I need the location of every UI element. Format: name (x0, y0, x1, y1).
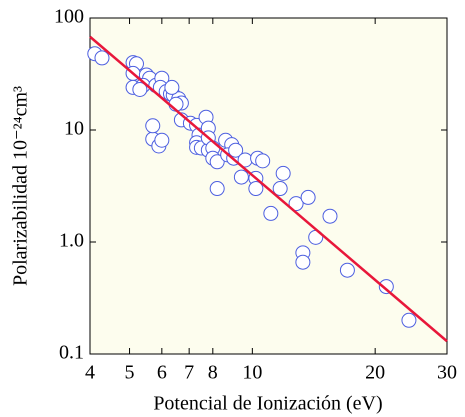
x-tick-label: 20 (365, 362, 385, 384)
data-point (275, 165, 291, 181)
data-point (145, 118, 161, 134)
x-tick-label: 7 (184, 362, 194, 384)
data-point (154, 132, 170, 148)
data-point (295, 254, 311, 270)
data-point (94, 50, 110, 66)
y-tick-label: 0.1 (59, 342, 84, 364)
x-tick-label: 8 (208, 362, 218, 384)
x-tick-label: 6 (157, 362, 167, 384)
data-point (322, 208, 338, 224)
data-point (248, 181, 264, 197)
x-tick-label: 4 (85, 362, 95, 384)
y-tick-label: 100 (54, 6, 84, 28)
x-tick-label: 10 (242, 362, 262, 384)
data-point (339, 262, 355, 278)
x-tick-label: 30 (437, 362, 457, 384)
data-point (209, 154, 225, 170)
data-point (378, 279, 394, 295)
y-tick-label: 10 (64, 118, 84, 140)
x-axis-label: Potencial de Ionización (eV) (153, 393, 382, 415)
data-point (228, 142, 244, 158)
data-point (300, 189, 316, 205)
y-axis-label: Polarizabilidad 10⁻²⁴cm³ (10, 86, 32, 286)
data-point (272, 181, 288, 197)
data-point (209, 181, 225, 197)
y-tick-label: 1.0 (59, 230, 84, 252)
fit-line (89, 35, 448, 343)
data-point (288, 196, 304, 212)
data-point (233, 169, 249, 185)
data-point (255, 153, 271, 169)
x-tick-label: 5 (125, 362, 135, 384)
data-point (401, 312, 417, 328)
data-point (132, 81, 148, 97)
data-point (164, 79, 180, 95)
data-point (263, 205, 279, 221)
